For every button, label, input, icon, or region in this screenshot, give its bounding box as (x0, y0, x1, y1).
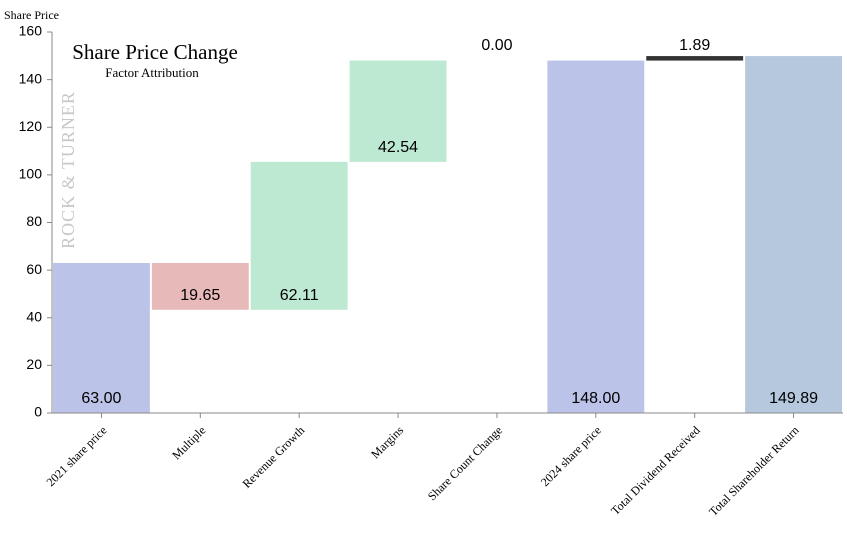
y-tick-label: 80 (26, 213, 42, 229)
value-label: 1.89 (679, 37, 710, 54)
value-label: 62.11 (280, 287, 319, 304)
bar (53, 262, 150, 413)
bar (250, 161, 348, 310)
x-tick-label: Total Dividend Received (608, 423, 703, 518)
y-tick-label: 0 (34, 404, 42, 420)
x-tick-label: 2024 share price (538, 423, 604, 489)
watermark: ROCK & TURNER (58, 91, 78, 249)
y-tick-label: 120 (19, 118, 43, 134)
y-axis-label: Share Price (4, 8, 59, 22)
bar (646, 56, 744, 61)
value-label: 63.00 (81, 390, 121, 407)
y-tick-label: 40 (26, 308, 42, 324)
value-label: 148.00 (571, 390, 620, 407)
value-label: 0.00 (481, 37, 512, 54)
y-tick-label: 100 (19, 166, 43, 182)
bar (151, 262, 249, 310)
x-tick-label: Revenue Growth (240, 423, 308, 491)
plot-area: 0 20 40 60 80 100 120 140 160 63.00 2021 share pri… (19, 23, 843, 519)
value-label: 19.65 (180, 287, 220, 304)
y-tick-label: 60 (26, 261, 42, 277)
x-tick-label: Margins (368, 423, 406, 461)
bar (745, 56, 842, 414)
bar (547, 60, 645, 413)
value-label: 149.89 (769, 390, 818, 407)
x-tick-label: Share Count Change (425, 423, 505, 503)
value-label: 42.54 (378, 139, 418, 156)
x-tick-label: Multiple (169, 423, 208, 462)
y-tick-label: 140 (19, 70, 43, 86)
x-tick-label: Total Shareholder Return (706, 423, 802, 519)
x-tick-label: 2021 share price (44, 423, 110, 489)
chart-subtitle: Factor Attribution (105, 65, 199, 80)
y-tick-label: 160 (19, 23, 43, 39)
y-tick-label: 20 (26, 356, 42, 372)
bar (349, 60, 447, 162)
chart-title: Share Price Change (72, 40, 238, 64)
